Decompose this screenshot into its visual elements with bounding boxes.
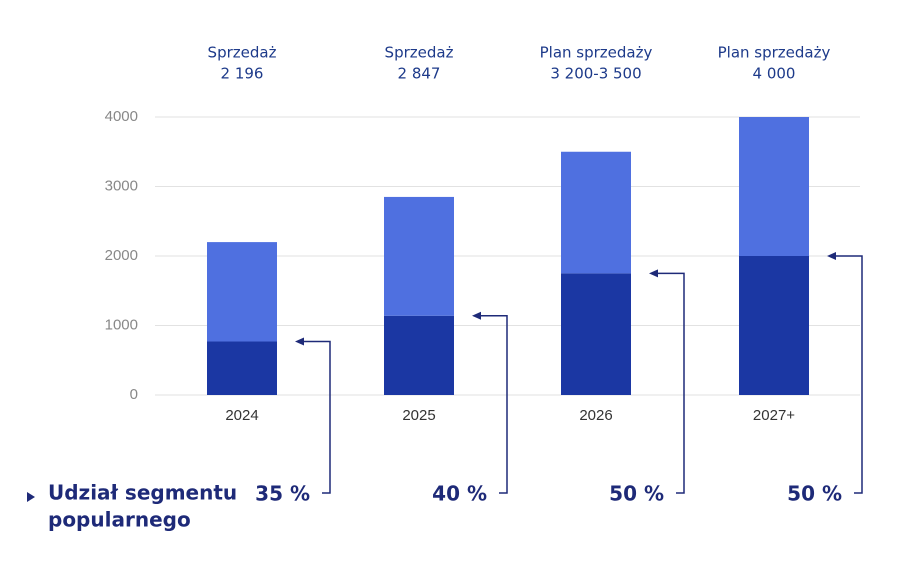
share-arrow: [833, 255, 863, 494]
y-tick-label: 2000: [105, 247, 138, 264]
y-tick-label: 1000: [105, 316, 138, 333]
bar-segment: [739, 117, 809, 256]
y-tick-label: 0: [130, 386, 138, 403]
y-tick-label: 3000: [105, 177, 138, 194]
share-label: 50 %: [787, 482, 842, 506]
y-tick-label: 4000: [105, 108, 138, 125]
x-tick-label: 2025: [402, 407, 435, 424]
bullet: [27, 492, 35, 502]
x-tick-label: 2026: [579, 407, 612, 424]
bar-segment: [207, 341, 277, 395]
top-label: 4 000: [753, 65, 796, 83]
bar-segment: [207, 242, 277, 342]
share-title: Udział segmentu: [48, 481, 237, 505]
top-label: Sprzedaż: [385, 44, 454, 62]
top-label: Plan sprzedaży: [718, 44, 831, 62]
top-label: 2 196: [221, 65, 264, 83]
arrow-head: [295, 337, 304, 346]
arrow-head: [827, 252, 836, 260]
share-label: 40 %: [432, 482, 487, 506]
share-arrow: [478, 315, 508, 494]
bar-segment: [384, 315, 454, 395]
arrow-head: [649, 269, 658, 278]
share-arrow: [655, 272, 685, 494]
bar-segment: [739, 256, 809, 395]
arrow-head: [472, 311, 481, 320]
top-label: Plan sprzedaży: [540, 44, 653, 62]
share-title: popularnego: [48, 508, 191, 532]
share-label: 35 %: [255, 482, 310, 506]
x-tick-label: 2027+: [753, 407, 795, 424]
bar-segment: [384, 196, 454, 316]
x-tick-label: 2024: [225, 407, 258, 424]
share-arrow: [301, 340, 331, 494]
share-label: 50 %: [609, 482, 664, 506]
bar-segment: [561, 151, 631, 274]
top-label: 3 200-3 500: [550, 65, 641, 83]
top-label: Sprzedaż: [208, 44, 277, 62]
top-label: 2 847: [398, 65, 441, 83]
bar-segment: [561, 273, 631, 395]
